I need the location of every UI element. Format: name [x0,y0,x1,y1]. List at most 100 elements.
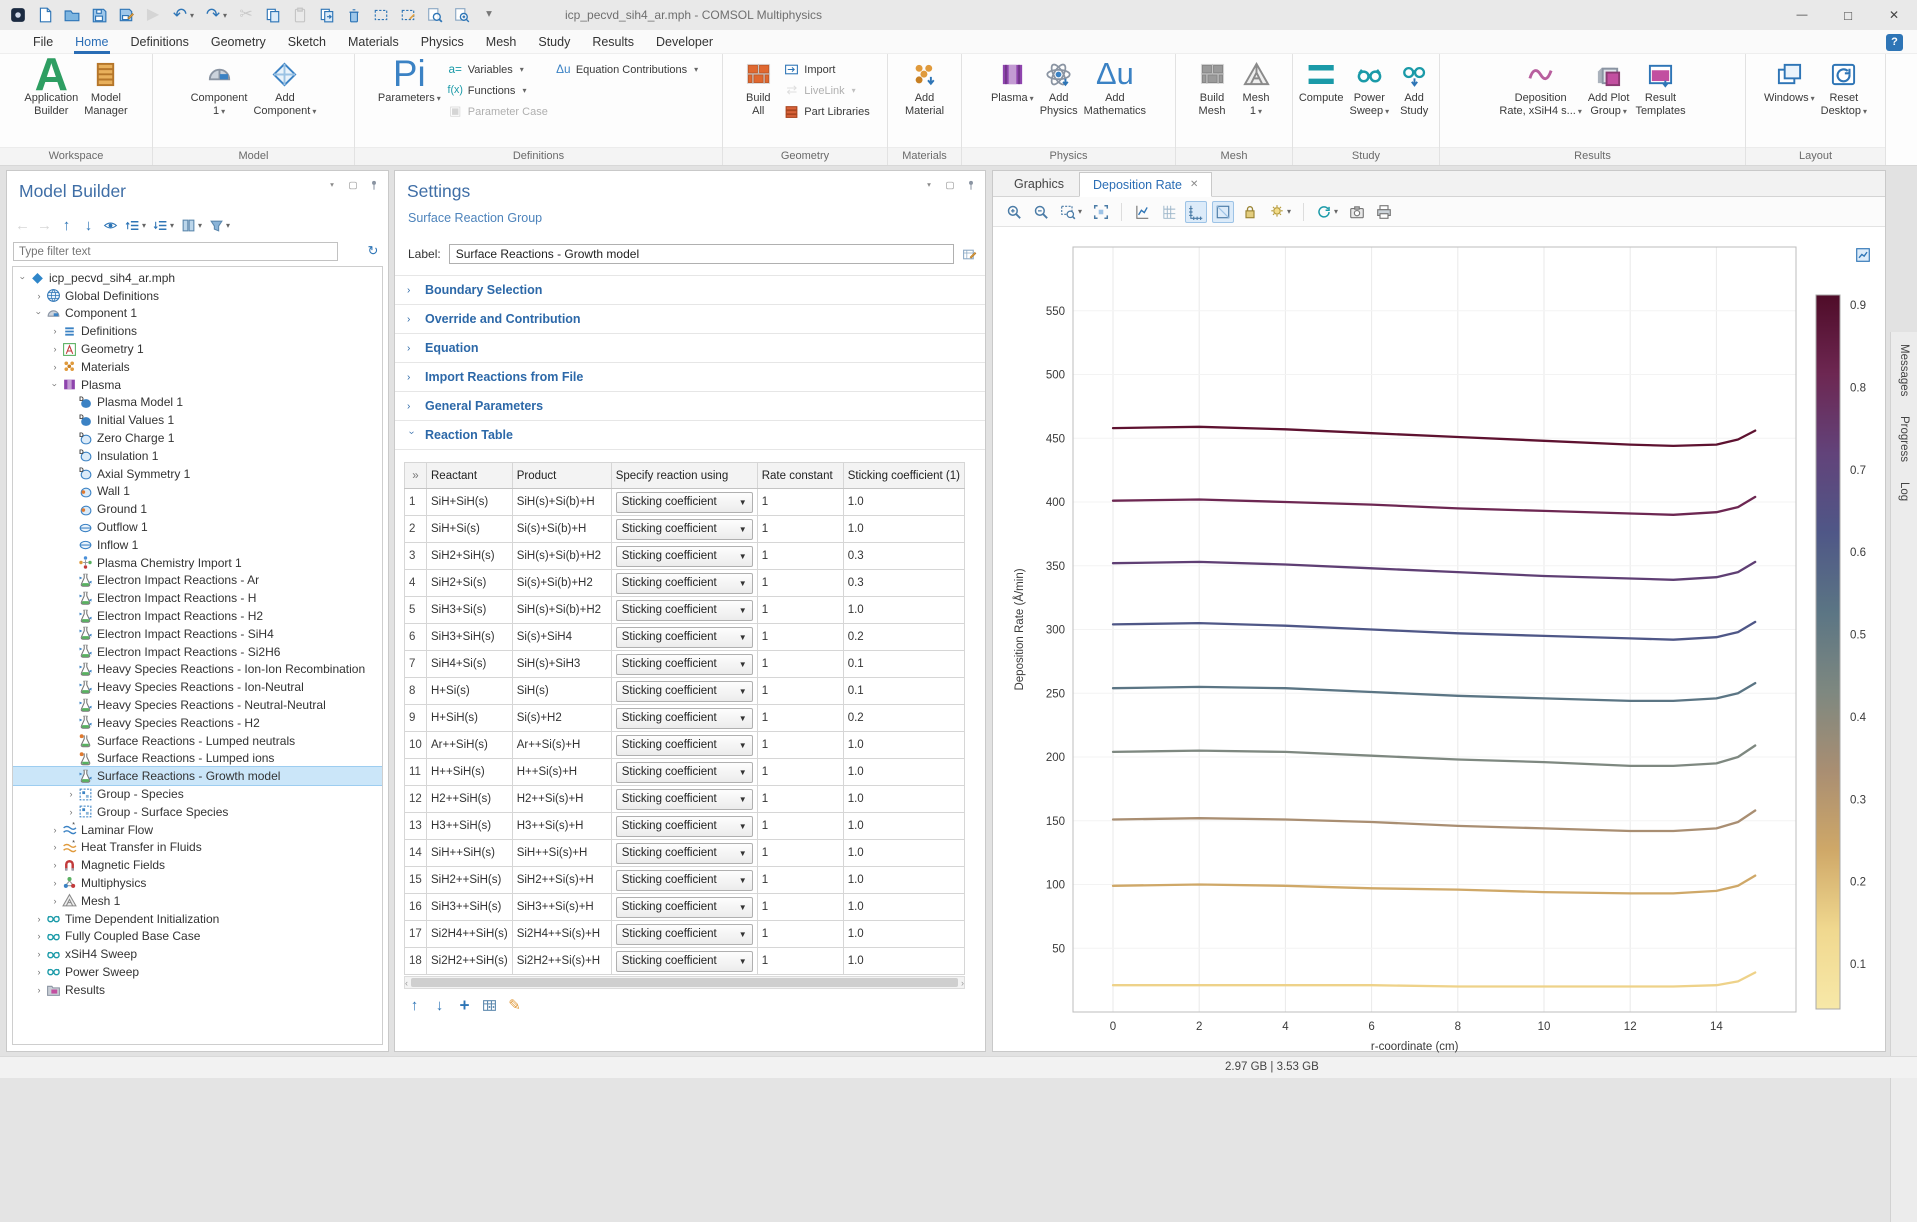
deposition-rate-plot-button[interactable]: DepositionRate, xSiH4 s...▾ [1496,58,1584,146]
paste-button[interactable] [292,7,308,23]
tree-item[interactable]: Surface Reactions - Growth model [13,767,382,785]
specify-reaction-dropdown[interactable]: Sticking coefficient▼ [616,951,753,972]
rate-constant-cell[interactable]: 1 [757,705,843,732]
tree-item[interactable]: Surface Reactions - Lumped ions [13,750,382,768]
rate-constant-cell[interactable]: 1 [757,570,843,597]
expand-all-button[interactable]: ▾ [125,218,146,233]
windows-button[interactable]: Windows▾ [1761,58,1818,146]
tree-item[interactable]: ›◆icp_pecvd_sih4_ar.mph [13,269,382,287]
specify-reaction-dropdown[interactable]: Sticking coefficient▼ [616,492,753,513]
product-cell[interactable]: Si2H2++Si(s)+H [512,948,611,975]
menu-definitions[interactable]: Definitions [120,30,200,54]
section-override-and-contribution[interactable]: ›Override and Contribution [395,305,985,334]
add-component-button[interactable]: AddComponent▾ [250,58,319,146]
window-minimize-button[interactable]: — [1779,0,1825,30]
window-close-button[interactable]: ✕ [1871,0,1917,30]
help-button[interactable]: ? [1886,34,1903,51]
tree-expander-icon[interactable]: › [49,362,61,372]
tree-item[interactable]: ›Time Dependent Initialization [13,910,382,928]
specify-reaction-dropdown[interactable]: Sticking coefficient▼ [616,573,753,594]
add-plot-group-button[interactable]: Add PlotGroup▾ [1585,58,1633,146]
column-header[interactable]: Rate constant [757,463,843,489]
reactant-cell[interactable]: H+Si(s) [427,678,513,705]
tree-expander-icon[interactable]: › [49,326,61,336]
tree-item[interactable]: ›Power Sweep [13,963,382,981]
tree-expander-icon[interactable]: › [65,789,77,799]
tree-item[interactable]: Heavy Species Reactions - Ion-Neutral [13,678,382,696]
menu-materials[interactable]: Materials [337,30,410,54]
tree-item[interactable]: Electron Impact Reactions - Si2H6 [13,643,382,661]
specify-reaction-dropdown[interactable]: Sticking coefficient▼ [616,708,753,729]
tree-item[interactable]: ›Definitions [13,322,382,340]
tree-expander-icon[interactable]: › [33,967,45,977]
lock-axes-button[interactable] [1239,201,1261,223]
show-button[interactable] [103,218,118,233]
tree-item[interactable]: Plasma Chemistry Import 1 [13,554,382,572]
tree-item[interactable]: Electron Impact Reactions - SiH4 [13,625,382,643]
add-material-button[interactable]: AddMaterial [902,58,947,146]
tree-expander-icon[interactable]: › [49,860,61,870]
close-icon[interactable]: ✕ [1190,179,1198,190]
row-up-button[interactable]: ↑ [407,998,422,1013]
tree-expander-icon[interactable]: › [33,949,45,959]
rate-constant-cell[interactable]: 1 [757,894,843,921]
reactant-cell[interactable]: SiH3+Si(s) [427,597,513,624]
product-cell[interactable]: Si(s)+Si(b)+H [512,516,611,543]
table-settings-button[interactable] [482,998,497,1013]
functions-button[interactable]: f(x)Functions▾ [448,80,548,101]
menu-sketch[interactable]: Sketch [277,30,337,54]
clear-selection-button[interactable] [400,7,416,23]
tab-graphics[interactable]: Graphics [1001,171,1077,196]
zoom-box-button[interactable]: ▾ [1057,201,1085,223]
rate-constant-cell[interactable]: 1 [757,921,843,948]
save-button[interactable] [91,7,107,23]
column-header[interactable]: Specify reaction using [611,463,757,489]
specify-reaction-dropdown[interactable]: Sticking coefficient▼ [616,735,753,756]
build-mesh-button[interactable]: BuildMesh [1190,58,1234,146]
variables-button[interactable]: a=Variables▾ [448,59,548,80]
plot-grid-button[interactable] [1158,201,1180,223]
dock-tab-progress[interactable]: Progress [1898,416,1910,462]
add-physics-button[interactable]: AddPhysics [1037,58,1081,146]
tree-expander-icon[interactable]: › [49,842,61,852]
sticking-coefficient-cell[interactable]: 1.0 [843,516,964,543]
tree-item[interactable]: Wall 1 [13,483,382,501]
tree-expander-icon[interactable]: › [65,807,77,817]
duplicate-button[interactable] [319,7,335,23]
product-cell[interactable]: Si(s)+Si(b)+H2 [512,570,611,597]
rate-constant-cell[interactable]: 1 [757,948,843,975]
section-equation[interactable]: ›Equation [395,334,985,363]
product-cell[interactable]: Si(s)+H2 [512,705,611,732]
tree-item[interactable]: Heavy Species Reactions - H2 [13,714,382,732]
add-study-button[interactable]: AddStudy [1392,58,1436,146]
nav-back-button[interactable]: ← [15,218,30,233]
model-manager-button[interactable]: ModelManager [81,58,130,146]
tree-item[interactable]: Heavy Species Reactions - Neutral-Neutra… [13,696,382,714]
tree-expander-icon[interactable]: › [50,379,60,391]
tree-expander-icon[interactable]: › [18,272,28,284]
tab-deposition-rate[interactable]: Deposition Rate✕ [1079,172,1212,197]
tree-expander-icon[interactable]: › [33,985,45,995]
rate-constant-cell[interactable]: 1 [757,840,843,867]
sticking-coefficient-cell[interactable]: 1.0 [843,840,964,867]
tree-filter-input[interactable] [13,242,338,261]
cut-button[interactable]: ✂ [238,7,254,23]
specify-reaction-dropdown[interactable]: Sticking coefficient▼ [616,843,753,864]
nav-forward-button[interactable]: → [37,218,52,233]
sticking-coefficient-cell[interactable]: 0.1 [843,678,964,705]
product-cell[interactable]: SiH3++Si(s)+H [512,894,611,921]
specify-reaction-dropdown[interactable]: Sticking coefficient▼ [616,654,753,675]
sticking-coefficient-cell[interactable]: 1.0 [843,813,964,840]
tree-expander-icon[interactable]: › [49,896,61,906]
dock-tab-log[interactable]: Log [1898,482,1910,501]
tree-expander-icon[interactable]: › [34,307,44,319]
menu-mesh[interactable]: Mesh [475,30,528,54]
snapshot-button[interactable] [1346,201,1368,223]
rename-icon[interactable] [962,247,977,262]
copy-button[interactable] [265,7,281,23]
reactant-cell[interactable]: SiH2++SiH(s) [427,867,513,894]
undo-button[interactable]: ↶▾ [172,7,194,23]
specify-reaction-dropdown[interactable]: Sticking coefficient▼ [616,546,753,567]
panel-pin-icon[interactable] [368,179,380,191]
reactant-cell[interactable]: SiH+Si(s) [427,516,513,543]
